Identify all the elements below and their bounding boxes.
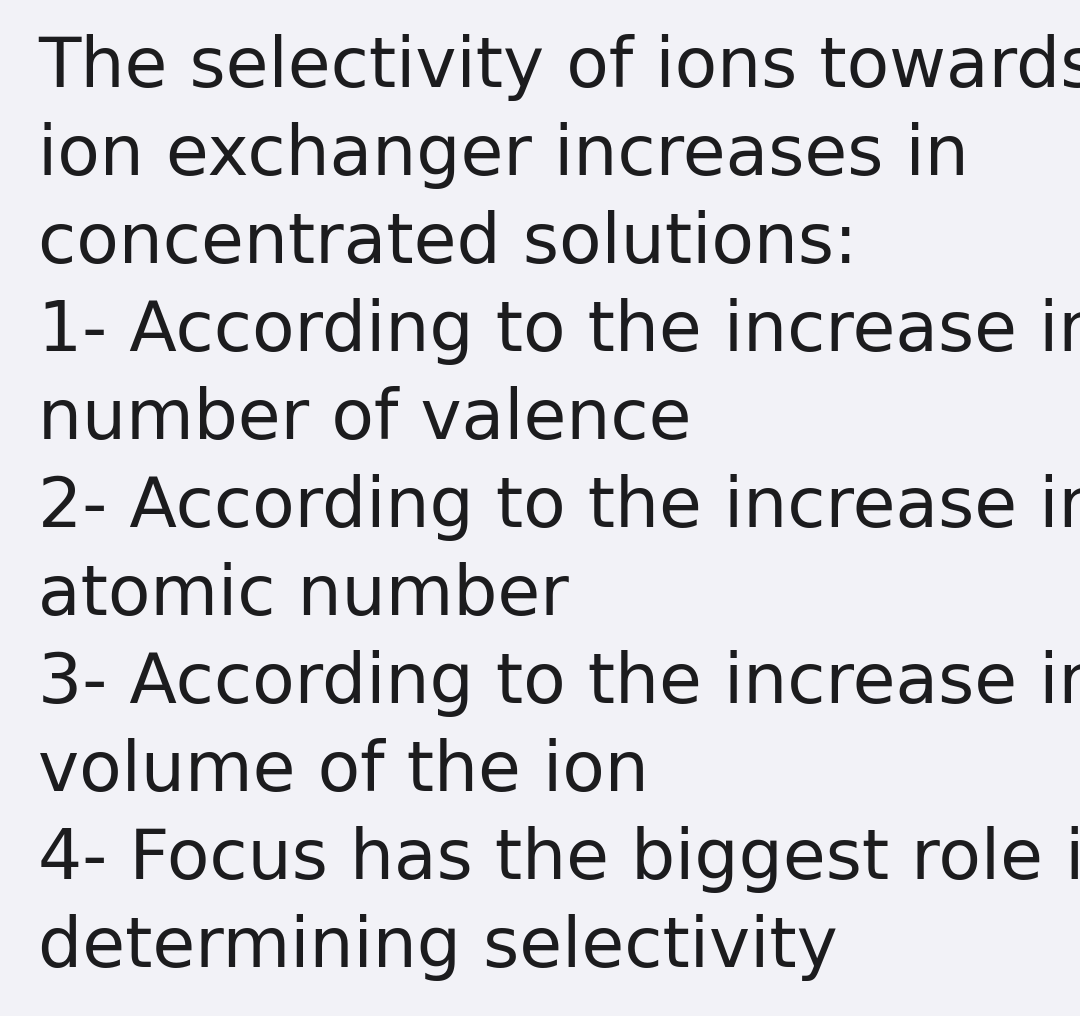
Text: 2- According to the increase in: 2- According to the increase in [38, 474, 1080, 542]
Text: 1- According to the increase in the: 1- According to the increase in the [38, 299, 1080, 366]
Text: number of valence: number of valence [38, 386, 691, 453]
Text: atomic number: atomic number [38, 563, 569, 629]
Text: 4- Focus has the biggest role in: 4- Focus has the biggest role in [38, 826, 1080, 893]
Text: determining selectivity: determining selectivity [38, 914, 838, 981]
Text: volume of the ion: volume of the ion [38, 739, 649, 806]
Text: ion exchanger increases in: ion exchanger increases in [38, 122, 969, 189]
Text: The selectivity of ions towards the: The selectivity of ions towards the [38, 35, 1080, 102]
Text: 3- According to the increase in the: 3- According to the increase in the [38, 650, 1080, 717]
Text: concentrated solutions:: concentrated solutions: [38, 210, 858, 277]
